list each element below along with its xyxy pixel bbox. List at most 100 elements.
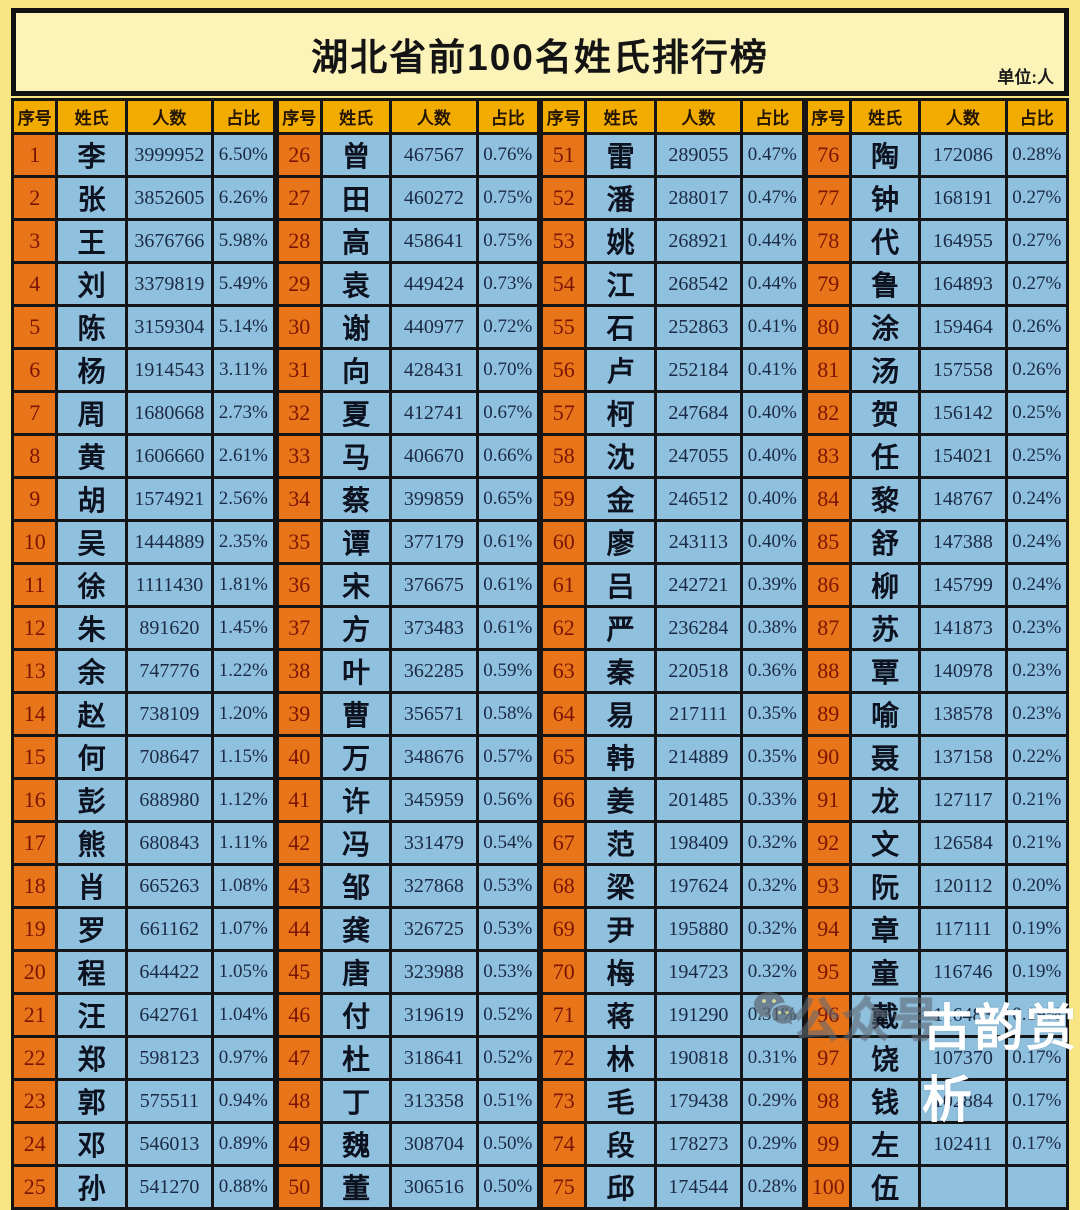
surname-cell: 易 [584, 691, 657, 737]
count-cell: 665263 [124, 863, 215, 909]
pct-cell: 0.76% [475, 132, 541, 178]
rank-cell: 69 [539, 906, 588, 952]
surname-cell: 钟 [848, 175, 922, 221]
pct-cell: 0.75% [475, 218, 541, 264]
table-row: 15 何 708647 1.15% [10, 734, 276, 780]
pct-cell: 1.15% [211, 734, 276, 780]
column-header: 序号 [275, 98, 323, 135]
table-row: 53 姚 268921 0.44% [539, 218, 805, 264]
surname-cell: 徐 [55, 562, 128, 608]
table-row: 82 贺 156142 0.25% [804, 390, 1070, 436]
table-row: 2 张 3852605 6.26% [10, 175, 276, 221]
surname-cell: 郭 [55, 1078, 128, 1124]
count-cell: 318641 [389, 1035, 479, 1081]
table-row: 62 严 236284 0.38% [539, 605, 805, 651]
pct-cell: 0.35% [740, 691, 805, 737]
pct-cell: 0.27% [1004, 175, 1070, 221]
count-cell: 159464 [918, 304, 1008, 350]
rank-cell: 51 [539, 132, 588, 178]
pct-cell: 1.11% [211, 820, 276, 866]
rank-cell: 38 [275, 648, 323, 694]
table-row: 36 宋 376675 0.61% [275, 562, 541, 608]
count-cell: 406670 [389, 433, 479, 479]
surname-cell: 陈 [55, 304, 128, 350]
count-cell: 172086 [918, 132, 1008, 178]
header-row: 序号 姓氏 人数 占比 [275, 98, 541, 135]
rank-cell: 9 [10, 476, 59, 522]
surname-table-group: 序号 姓氏 人数 占比 26 曾 467567 0.76% 27 田 460272 0.75% 28 高 4… [275, 98, 541, 1210]
rank-cell: 79 [804, 261, 852, 307]
rank-cell: 87 [804, 605, 852, 651]
count-cell: 3159304 [124, 304, 215, 350]
count-cell: 688980 [124, 777, 215, 823]
count-cell: 268542 [653, 261, 744, 307]
count-cell: 246512 [653, 476, 744, 522]
count-cell: 680843 [124, 820, 215, 866]
surname-cell: 梁 [584, 863, 657, 909]
rank-cell: 6 [10, 347, 59, 393]
surname-cell: 黄 [55, 433, 128, 479]
pct-cell: 0.26% [1004, 304, 1070, 350]
table-row: 9 胡 1574921 2.56% [10, 476, 276, 522]
surname-cell: 秦 [584, 648, 657, 694]
rank-cell: 62 [539, 605, 588, 651]
pct-cell: 0.47% [740, 175, 805, 221]
count-cell: 708647 [124, 734, 215, 780]
surname-cell: 杜 [319, 1035, 393, 1081]
table-row: 91 龙 127117 0.21% [804, 777, 1070, 823]
rank-cell: 23 [10, 1078, 59, 1124]
wechat-icon [754, 992, 796, 1025]
count-cell: 116746 [918, 949, 1008, 995]
table-row: 52 潘 288017 0.47% [539, 175, 805, 221]
rank-cell: 57 [539, 390, 588, 436]
surname-cell: 金 [584, 476, 657, 522]
pct-cell: 5.14% [211, 304, 276, 350]
pct-cell: 0.61% [475, 605, 541, 651]
count-cell: 306516 [389, 1164, 479, 1210]
table-row: 19 罗 661162 1.07% [10, 906, 276, 952]
pct-cell: 2.56% [211, 476, 276, 522]
surname-cell: 孙 [55, 1164, 128, 1210]
rank-cell: 5 [10, 304, 59, 350]
rank-cell: 65 [539, 734, 588, 780]
rank-cell: 74 [539, 1121, 588, 1167]
table-row: 73 毛 179438 0.29% [539, 1078, 805, 1124]
rank-cell: 63 [539, 648, 588, 694]
header-row: 序号 姓氏 人数 占比 [539, 98, 805, 135]
table-row: 80 涂 159464 0.26% [804, 304, 1070, 350]
surname-cell: 陶 [848, 132, 922, 178]
surname-cell: 段 [584, 1121, 657, 1167]
surname-cell: 肖 [55, 863, 128, 909]
rank-cell: 32 [275, 390, 323, 436]
count-cell: 126584 [918, 820, 1008, 866]
table-row: 67 范 198409 0.32% [539, 820, 805, 866]
surname-cell: 谭 [319, 519, 393, 565]
rank-cell: 17 [10, 820, 59, 866]
pct-cell: 0.19% [1004, 992, 1070, 1038]
table-row: 34 蔡 399859 0.65% [275, 476, 541, 522]
table-row: 81 汤 157558 0.26% [804, 347, 1070, 393]
pct-cell: 0.27% [1004, 218, 1070, 264]
pct-cell: 0.41% [740, 304, 805, 350]
pct-cell: 0.58% [475, 691, 541, 737]
rank-cell: 56 [539, 347, 588, 393]
rank-cell: 3 [10, 218, 59, 264]
pct-cell: 0.32% [740, 949, 805, 995]
surname-cell: 程 [55, 949, 128, 995]
surname-cell: 袁 [319, 261, 393, 307]
pct-cell: 0.53% [475, 863, 541, 909]
count-cell: 140978 [918, 648, 1008, 694]
rank-cell: 8 [10, 433, 59, 479]
count-cell: 1574921 [124, 476, 215, 522]
table-row: 84 黎 148767 0.24% [804, 476, 1070, 522]
count-cell: 642761 [124, 992, 215, 1038]
rank-cell: 88 [804, 648, 852, 694]
table-row: 13 余 747776 1.22% [10, 648, 276, 694]
table-row: 64 易 217111 0.35% [539, 691, 805, 737]
surname-cell: 沈 [584, 433, 657, 479]
pct-cell: 0.70% [475, 347, 541, 393]
surname-cell: 田 [319, 175, 393, 221]
rank-cell: 83 [804, 433, 852, 479]
header-row: 序号 姓氏 人数 占比 [804, 98, 1070, 135]
rank-cell: 52 [539, 175, 588, 221]
